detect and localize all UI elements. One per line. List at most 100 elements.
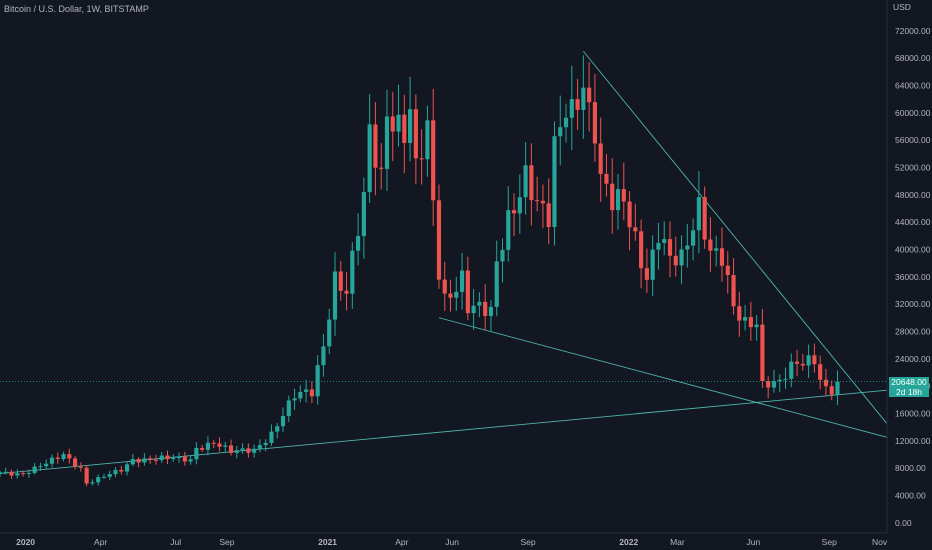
candle-body — [0, 472, 3, 474]
candle-body — [823, 379, 829, 387]
candle — [581, 55, 586, 139]
candle — [789, 353, 794, 388]
candle-body — [552, 136, 557, 227]
candle — [644, 248, 649, 293]
candle — [269, 424, 274, 446]
candle — [113, 466, 118, 478]
candle — [413, 94, 418, 184]
candle — [73, 456, 78, 470]
candle — [298, 385, 303, 403]
candle-body — [685, 245, 690, 250]
candle-body — [483, 301, 488, 316]
candle — [529, 143, 534, 226]
candle — [662, 221, 667, 256]
candle — [90, 479, 95, 486]
candle — [783, 367, 788, 389]
candle-body — [49, 457, 55, 464]
candles — [0, 55, 840, 487]
candle — [101, 473, 107, 479]
time-tick-label: 2022 — [619, 537, 638, 547]
candle — [49, 454, 55, 468]
candle-body — [800, 363, 805, 366]
candle — [402, 94, 407, 174]
candle-body — [633, 227, 638, 232]
candle — [21, 470, 26, 477]
candle-body — [725, 265, 730, 276]
candle — [396, 84, 401, 147]
candle-body — [610, 183, 615, 211]
candle-body — [615, 189, 621, 211]
candle-body — [500, 249, 505, 262]
candle-body — [304, 389, 309, 392]
candle-body — [315, 365, 320, 397]
candle-body — [234, 450, 239, 453]
price-tick-label: 32000.00 — [895, 299, 931, 309]
candle-body — [3, 471, 8, 473]
candle — [517, 174, 522, 234]
candle-body — [408, 109, 413, 143]
candle — [136, 457, 141, 468]
price-tick-label: 24000.00 — [895, 354, 931, 364]
candle-body — [465, 270, 470, 314]
candle — [280, 407, 286, 433]
candle — [26, 469, 31, 478]
candle — [610, 158, 615, 234]
time-tick-label: Sep — [521, 537, 536, 547]
candle-body — [402, 114, 407, 143]
candle-body — [667, 239, 673, 256]
candle — [823, 368, 829, 397]
candle — [511, 193, 517, 236]
candle — [656, 222, 661, 270]
candle — [176, 452, 182, 463]
candle-body — [21, 473, 26, 475]
price-axis-background[interactable] — [887, 0, 932, 533]
candle-body — [691, 230, 696, 246]
candle — [356, 213, 361, 266]
candle — [0, 470, 3, 478]
candle — [812, 343, 817, 373]
candle — [633, 203, 638, 241]
candle-body — [84, 467, 89, 484]
candle-body — [702, 197, 707, 240]
time-tick-label: Jul — [170, 537, 181, 547]
candle — [696, 171, 701, 254]
candle — [685, 224, 690, 268]
candle-body — [789, 361, 794, 379]
candle-body — [153, 459, 159, 461]
candle — [494, 240, 499, 317]
candle — [748, 301, 753, 341]
candle-body — [9, 471, 14, 476]
trendline-1 — [0, 389, 888, 474]
candle-body — [379, 167, 384, 169]
candle-body — [604, 173, 609, 184]
candle — [777, 374, 782, 392]
price-tick-label: 16000.00 — [895, 408, 931, 418]
candle-body — [535, 200, 540, 202]
candle-body — [252, 448, 257, 453]
candle-body — [627, 201, 632, 228]
candle-body — [569, 99, 574, 118]
candle-body — [812, 355, 817, 365]
candle — [598, 117, 603, 202]
time-tick-label: Jun — [445, 537, 459, 547]
candle — [309, 381, 314, 404]
candle — [679, 235, 684, 285]
candle-body — [246, 448, 251, 453]
candle-body — [188, 459, 193, 462]
candle — [818, 355, 823, 390]
candle-body — [194, 447, 199, 460]
candle — [159, 451, 164, 463]
candle-body — [182, 456, 187, 462]
candle-body — [708, 239, 713, 251]
candle-body — [101, 476, 107, 478]
candle-body — [67, 454, 72, 459]
candle-body — [113, 469, 118, 475]
time-axis-background[interactable] — [0, 533, 932, 550]
candle — [292, 388, 297, 410]
candle-body — [442, 279, 447, 294]
price-tick-label: 72000.00 — [895, 26, 931, 36]
candle — [714, 235, 719, 267]
price-tick-label: 4000.00 — [895, 490, 926, 500]
candle-body — [228, 445, 234, 453]
